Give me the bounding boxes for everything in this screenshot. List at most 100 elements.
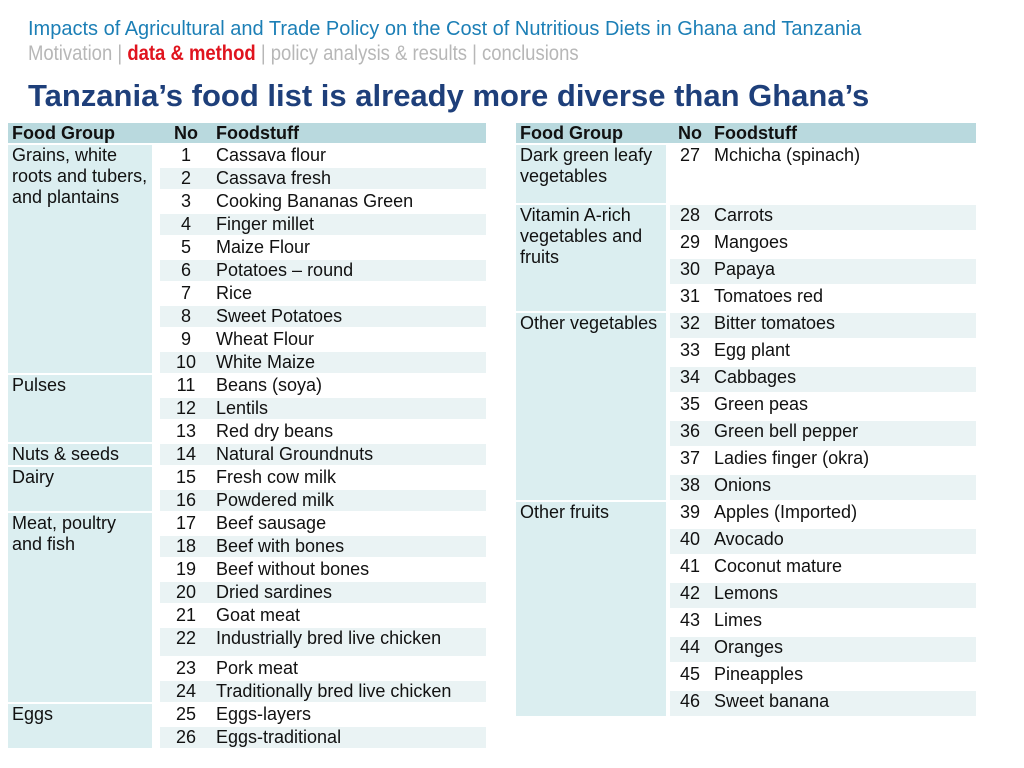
foodstuff-name: Green peas: [710, 393, 976, 421]
nav-separator: |: [260, 42, 266, 65]
table-row: 38 Onions: [516, 474, 976, 502]
table-row: 9 Wheat Flour: [8, 328, 486, 352]
foodstuff-name: Powdered milk: [212, 489, 486, 513]
item-number: 12: [160, 397, 212, 421]
item-number: 32: [670, 312, 710, 340]
header-foodstuff: Foodstuff: [710, 123, 976, 145]
nav-motivation: Motivation: [28, 42, 113, 65]
foodstuff-name: Apples (Imported): [710, 501, 976, 529]
foodstuff-name: Lentils: [212, 397, 486, 421]
table-row: 7 Rice: [8, 282, 486, 306]
foodstuff-name: Rice: [212, 282, 486, 306]
table-row: Eggs 25 Eggs-layers: [8, 703, 486, 750]
slide-title: Impacts of Agricultural and Trade Policy…: [28, 18, 862, 40]
food-group-cell: Dairy: [8, 466, 152, 513]
foodstuff-name: Avocado: [710, 528, 976, 556]
foodstuff-name: Green bell pepper: [710, 420, 976, 448]
foodstuff-name: Ladies finger (okra): [710, 447, 976, 475]
item-number: 27: [670, 144, 710, 205]
table-row: 44 Oranges: [516, 636, 976, 664]
nav-policy-analysis: policy analysis & results: [270, 42, 467, 65]
item-number: 20: [160, 581, 212, 605]
table-row: 22 Industrially bred live chicken: [8, 627, 486, 658]
foodstuff-name: Pineapples: [710, 663, 976, 691]
foodstuff-name: Traditionally bred live chicken: [212, 680, 486, 704]
foodstuff-name: Dried sardines: [212, 581, 486, 605]
food-table-left: Food Group No Foodstuff Grains, white ro…: [8, 123, 486, 750]
foodstuff-name: Natural Groundnuts: [212, 443, 486, 467]
foodstuff-name: Cassava fresh: [212, 167, 486, 191]
table-row: Vitamin A-rich vegetables and fruits 28 Ca…: [516, 204, 976, 313]
item-number: 19: [160, 558, 212, 582]
item-number: 22: [160, 627, 212, 658]
foodstuff-name: Onions: [710, 474, 976, 502]
foodstuff-name: Potatoes – round: [212, 259, 486, 283]
foodstuff-name: Beef without bones: [212, 558, 486, 582]
food-group-cell: Vitamin A-rich vegetables and fruits: [516, 204, 666, 313]
table-row: 46 Sweet banana: [516, 690, 976, 718]
table-row: Dairy 15 Fresh cow milk: [8, 466, 486, 513]
item-number: 37: [670, 447, 710, 475]
table-row: Nuts & seeds 14 Natural Groundnuts: [8, 443, 486, 467]
nav-separator: |: [117, 42, 123, 65]
table-row: 10 White Maize: [8, 351, 486, 375]
header-food-group: Food Group: [8, 123, 152, 145]
food-table-right: Food Group No Foodstuff Dark green leafy…: [516, 123, 976, 718]
table-row: 29 Mangoes: [516, 231, 976, 259]
food-group-cell: Dark green leafy vegetables: [516, 144, 666, 205]
item-number: 43: [670, 609, 710, 637]
table-row: 16 Powdered milk: [8, 489, 486, 513]
food-group-cell: Other fruits: [516, 501, 666, 718]
table-row: 31 Tomatoes red: [516, 285, 976, 313]
item-number: 6: [160, 259, 212, 283]
table-row: 36 Green bell pepper: [516, 420, 976, 448]
foodstuff-name: Bitter tomatoes: [710, 312, 976, 340]
item-number: 36: [670, 420, 710, 448]
item-number: 9: [160, 328, 212, 352]
item-number: 31: [670, 285, 710, 313]
table-row: 24 Traditionally bred live chicken: [8, 680, 486, 704]
table-row: 30 Papaya: [516, 258, 976, 286]
food-group-cell: Meat, poultry and fish: [8, 512, 152, 704]
item-number: 29: [670, 231, 710, 259]
item-number: 3: [160, 190, 212, 214]
foodstuff-name: Goat meat: [212, 604, 486, 628]
foodstuff-name: Coconut mature: [710, 555, 976, 583]
foodstuff-name: Eggs-traditional: [212, 726, 486, 750]
table-header-row: Food Group No Foodstuff: [516, 123, 976, 145]
foodstuff-name: Mangoes: [710, 231, 976, 259]
item-number: 17: [160, 512, 212, 536]
nav-conclusions: conclusions: [482, 42, 579, 65]
table-row: 33 Egg plant: [516, 339, 976, 367]
table-header-row: Food Group No Foodstuff: [8, 123, 486, 145]
item-number: 15: [160, 466, 212, 490]
item-number: 35: [670, 393, 710, 421]
item-number: 13: [160, 420, 212, 444]
foodstuff-name: Fresh cow milk: [212, 466, 486, 490]
table-row: 43 Limes: [516, 609, 976, 637]
table-row: 6 Potatoes – round: [8, 259, 486, 283]
item-number: 33: [670, 339, 710, 367]
slide-heading: Tanzania’s food list is already more div…: [28, 78, 870, 113]
item-number: 44: [670, 636, 710, 664]
table-row: 8 Sweet Potatoes: [8, 305, 486, 329]
item-number: 4: [160, 213, 212, 237]
item-number: 39: [670, 501, 710, 529]
foodstuff-name: Sweet banana: [710, 690, 976, 718]
foodstuff-name: Mchicha (spinach): [710, 144, 976, 205]
table-row: Dark green leafy vegetables 27 Mchicha (sp…: [516, 144, 976, 205]
item-number: 11: [160, 374, 212, 398]
table-row: 40 Avocado: [516, 528, 976, 556]
foodstuff-name: Pork meat: [212, 657, 486, 681]
header-food-group: Food Group: [516, 123, 666, 145]
item-number: 2: [160, 167, 212, 191]
table-row: 12 Lentils: [8, 397, 486, 421]
item-number: 10: [160, 351, 212, 375]
foodstuff-name: Cabbages: [710, 366, 976, 394]
table-row: 18 Beef with bones: [8, 535, 486, 559]
table-row: 20 Dried sardines: [8, 581, 486, 605]
table-row: 13 Red dry beans: [8, 420, 486, 444]
table-row: Grains, white roots and tubers, and plan…: [8, 144, 486, 375]
table-row: Meat, poultry and fish 17 Beef sausage: [8, 512, 486, 704]
foodstuff-name: Wheat Flour: [212, 328, 486, 352]
